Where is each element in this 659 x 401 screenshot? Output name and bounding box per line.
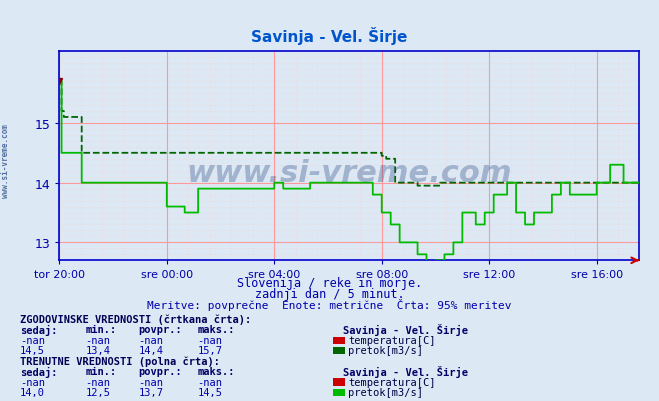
Text: maks.:: maks.: <box>198 325 235 334</box>
Text: temperatura[C]: temperatura[C] <box>348 335 436 345</box>
Text: pretok[m3/s]: pretok[m3/s] <box>348 346 423 355</box>
Text: sedaj:: sedaj: <box>20 366 57 377</box>
Text: maks.:: maks.: <box>198 367 235 376</box>
Text: povpr.:: povpr.: <box>138 325 182 334</box>
Text: 15,7: 15,7 <box>198 346 223 355</box>
Text: Savinja - Vel. Širje: Savinja - Vel. Širje <box>343 365 468 377</box>
Text: 14,5: 14,5 <box>198 387 223 397</box>
Text: Meritve: povprečne  Enote: metrične  Črta: 95% meritev: Meritve: povprečne Enote: metrične Črta:… <box>147 298 512 310</box>
Text: www.si-vreme.com: www.si-vreme.com <box>1 124 10 197</box>
Text: 14,5: 14,5 <box>20 346 45 355</box>
Text: Savinja - Vel. Širje: Savinja - Vel. Širje <box>251 27 408 45</box>
Text: 14,0: 14,0 <box>20 387 45 397</box>
Text: -nan: -nan <box>20 335 45 345</box>
Text: 13,7: 13,7 <box>138 387 163 397</box>
Text: -nan: -nan <box>86 335 111 345</box>
Text: -nan: -nan <box>138 335 163 345</box>
Text: min.:: min.: <box>86 325 117 334</box>
Text: Savinja - Vel. Širje: Savinja - Vel. Širje <box>343 324 468 336</box>
Text: www.si-vreme.com: www.si-vreme.com <box>186 159 512 188</box>
Text: 14,4: 14,4 <box>138 346 163 355</box>
Text: Slovenija / reke in morje.: Slovenija / reke in morje. <box>237 276 422 289</box>
Text: min.:: min.: <box>86 367 117 376</box>
Text: 12,5: 12,5 <box>86 387 111 397</box>
Text: -nan: -nan <box>20 377 45 387</box>
Text: -nan: -nan <box>198 377 223 387</box>
Text: pretok[m3/s]: pretok[m3/s] <box>348 387 423 397</box>
Text: sedaj:: sedaj: <box>20 324 57 335</box>
Text: TRENUTNE VREDNOSTI (polna črta):: TRENUTNE VREDNOSTI (polna črta): <box>20 356 219 366</box>
Text: -nan: -nan <box>198 335 223 345</box>
Bar <box>303 173 337 202</box>
Text: 13,4: 13,4 <box>86 346 111 355</box>
Text: zadnji dan / 5 minut.: zadnji dan / 5 minut. <box>254 287 405 300</box>
Text: -nan: -nan <box>138 377 163 387</box>
Text: temperatura[C]: temperatura[C] <box>348 377 436 387</box>
Text: -nan: -nan <box>86 377 111 387</box>
Text: povpr.:: povpr.: <box>138 367 182 376</box>
Text: ZGODOVINSKE VREDNOSTI (črtkana črta):: ZGODOVINSKE VREDNOSTI (črtkana črta): <box>20 314 251 324</box>
